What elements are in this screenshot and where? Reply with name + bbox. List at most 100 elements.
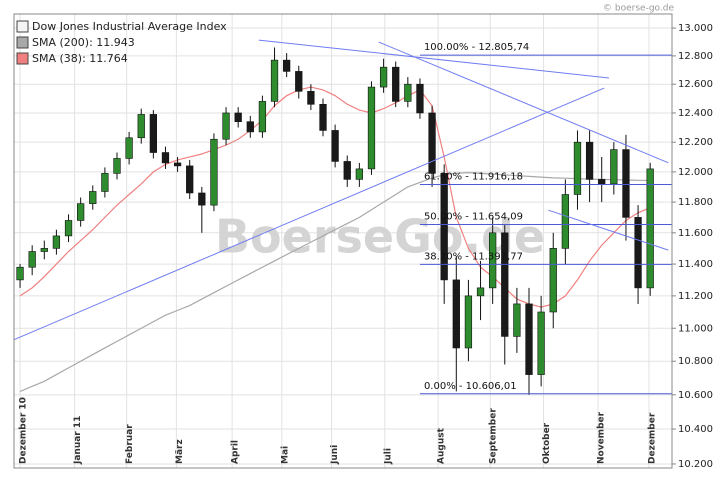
- y-tick-label: 10.600: [678, 390, 713, 401]
- candle-body: [222, 112, 230, 140]
- candle-body: [319, 103, 327, 131]
- y-tick-label: 12.000: [678, 167, 713, 178]
- candle-body: [634, 217, 642, 289]
- candle-body: [598, 179, 606, 185]
- trend-line: [13, 87, 605, 341]
- x-tick-label: Februar: [125, 424, 135, 464]
- candle-body: [295, 71, 303, 92]
- candle-body: [52, 235, 61, 249]
- candle-body: [89, 191, 97, 204]
- candle-body: [501, 232, 509, 337]
- candle-body: [549, 248, 557, 313]
- fib-label: 0.00% - 10.606,01: [424, 381, 517, 392]
- legend: Dow Jones Industrial Average Index SMA (2…: [16, 20, 227, 65]
- y-tick-label: 11.200: [678, 291, 713, 302]
- y-tick-label: 11.800: [678, 197, 713, 208]
- legend-swatch: [16, 52, 29, 65]
- y-tick-label: 13.000: [678, 23, 713, 34]
- candle-body: [416, 83, 424, 114]
- candle-body: [331, 130, 339, 162]
- x-tick-label: November: [597, 411, 607, 464]
- candle-body: [28, 251, 36, 268]
- legend-label: Dow Jones Industrial Average Index: [32, 20, 227, 33]
- trend-line: [378, 41, 669, 164]
- y-tick-label: 12.600: [678, 79, 713, 90]
- candle-body: [404, 83, 412, 102]
- candle-body: [161, 152, 170, 164]
- legend-label: SMA (200): 11.943: [32, 36, 135, 49]
- candle-body: [149, 114, 157, 153]
- candle-body: [173, 162, 182, 167]
- legend-label: SMA (38): 11.764: [32, 52, 128, 65]
- y-tick-label: 11.000: [678, 323, 713, 334]
- candle-body: [64, 220, 73, 237]
- fib-label: 38.20% - 11.397,77: [424, 251, 523, 262]
- candle-body: [137, 114, 145, 139]
- y-tick-label: 10.400: [678, 424, 713, 435]
- candle-body: [513, 303, 521, 337]
- candle-body: [270, 59, 279, 102]
- sma-line: [19, 86, 651, 308]
- trend-line: [548, 209, 669, 251]
- candle-body: [622, 149, 630, 218]
- x-tick-label: Dezember 10: [19, 397, 29, 464]
- candle-body: [392, 66, 400, 102]
- legend-swatch: [16, 36, 29, 49]
- x-tick-label: Januar 11: [73, 416, 83, 465]
- candle-body: [573, 141, 582, 195]
- grid: [14, 14, 672, 468]
- x-tick-label: Dezember: [647, 412, 657, 464]
- candle-body: [355, 168, 363, 180]
- y-tick-label: 12.400: [678, 108, 713, 119]
- x-tick-label: März: [175, 439, 185, 464]
- fib-label: 61.80% - 11.916,18: [424, 171, 523, 182]
- plot: 100.00% - 12.805,74 61.80% - 11.916,18 50.…: [13, 39, 672, 395]
- candle-body: [537, 311, 545, 375]
- y-tick-label: 10.800: [678, 356, 713, 367]
- x-tick-label: April: [231, 440, 241, 464]
- candle-body: [367, 86, 376, 170]
- y-tick-label: 11.600: [678, 228, 713, 239]
- candle-body: [77, 203, 85, 221]
- legend-swatch: [16, 20, 29, 33]
- x-tick-label: Juli: [383, 448, 393, 465]
- candle-body: [646, 168, 654, 289]
- candle-body: [610, 149, 618, 185]
- fib-label: 100.00% - 12.805,74: [424, 42, 529, 53]
- plot-frame: [13, 13, 673, 469]
- x-tick-label: Juni: [330, 445, 340, 465]
- candle-body: [40, 248, 48, 252]
- candle-body: [186, 165, 194, 194]
- x-tick-label: Oktober: [542, 422, 552, 464]
- x-tick-label: Mai: [280, 446, 290, 464]
- candle-body: [234, 112, 242, 122]
- x-tick-label: September: [489, 408, 499, 464]
- trend-line: [258, 39, 610, 79]
- y-tick-label: 12.200: [678, 137, 713, 148]
- sma-line: [19, 172, 651, 392]
- candle-body: [246, 121, 254, 133]
- candle-body: [525, 303, 533, 375]
- candle-body: [440, 173, 448, 281]
- y-tick-label: 12.800: [678, 51, 713, 62]
- candle-body: [210, 138, 218, 206]
- x-tick-label: August: [437, 427, 447, 464]
- candle-body: [489, 232, 497, 289]
- fib-label: 50.00% - 11.654,09: [424, 211, 523, 222]
- candle-body: [343, 161, 351, 180]
- y-tick-label: 10.200: [678, 459, 713, 470]
- candle-body: [464, 295, 473, 349]
- candle-body: [561, 194, 569, 249]
- candle-body: [585, 141, 594, 180]
- candle-body: [113, 158, 121, 174]
- candle-body: [125, 137, 133, 159]
- candle-body: [307, 91, 315, 105]
- candle-body: [258, 101, 267, 133]
- candle-body: [16, 266, 24, 281]
- y-tick-label: 11.400: [678, 259, 713, 270]
- candle-body: [101, 173, 109, 192]
- candle-body: [198, 192, 206, 206]
- copyright: © boerse-go.de: [603, 4, 674, 14]
